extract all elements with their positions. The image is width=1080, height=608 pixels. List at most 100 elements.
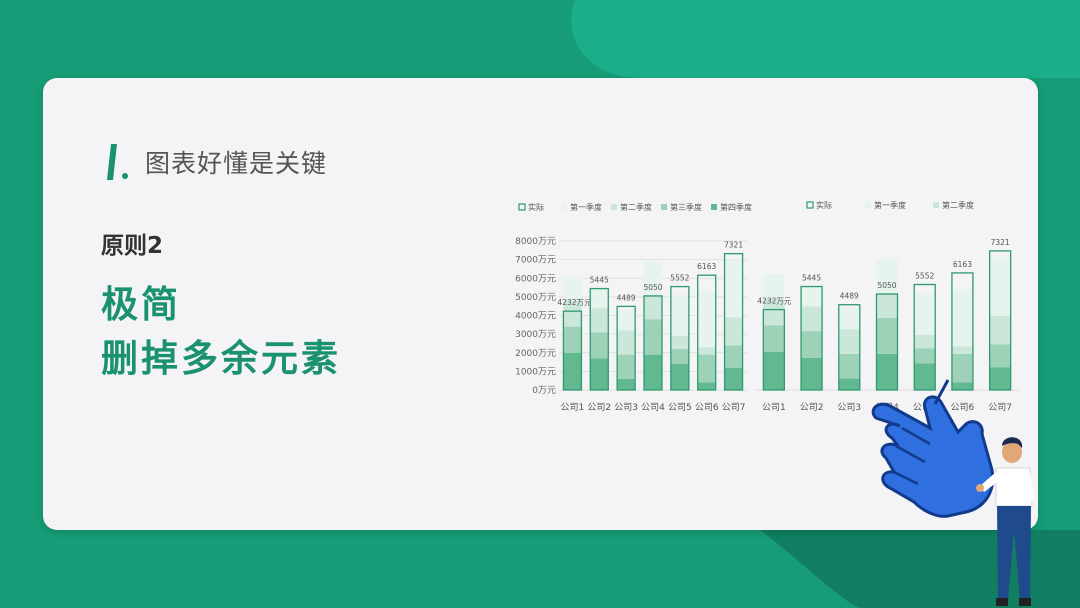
x-tick-label: 公司4	[875, 402, 899, 413]
legend-item: 第二季度	[611, 202, 652, 212]
bar-segment-q3	[914, 348, 936, 364]
bar-actual	[723, 252, 744, 391]
slogan-line-2: 删掉多余元素	[101, 337, 341, 380]
y-tick-label: 4000万元	[515, 312, 556, 322]
data-label: 6163	[697, 262, 716, 271]
x-tick-label: 公司2	[800, 402, 824, 413]
bar-segment-q2	[914, 334, 936, 349]
legend-swatch	[661, 204, 667, 210]
x-tick-label: 公司2	[587, 402, 611, 413]
chart-detailed: 实际 第一季度 第二季度 第三季度 第四季度 0万元 1000万元 2000万元 3000万元 4…	[515, 202, 752, 413]
legend-item: 第一季度	[561, 202, 602, 212]
bar-segment-q4	[838, 378, 860, 390]
bar-segment-q4	[801, 357, 823, 390]
bar-segment-q3	[644, 319, 662, 355]
bar-segment-q1	[951, 289, 973, 347]
legend-swatch	[561, 204, 567, 210]
y-tick-label: 8000万元	[515, 237, 556, 247]
bar-segment-q3	[763, 325, 785, 352]
bar-actual	[838, 304, 861, 391]
legend-label: 第二季度	[942, 200, 974, 210]
bar-segment-q1	[670, 295, 689, 336]
y-tick-label: 1000万元	[515, 367, 556, 377]
bar-segment-q4	[563, 352, 582, 390]
legend-item: 第二季度	[933, 200, 974, 210]
bar-actual	[988, 250, 1012, 391]
legend-label: 实际	[816, 200, 832, 210]
x-tick-label: 公司5	[913, 402, 937, 413]
bar-segment-q2	[838, 329, 860, 354]
x-tick-label: 公司3	[837, 402, 861, 413]
data-label: 4232万元	[557, 298, 592, 307]
bar-segment-q3	[590, 332, 609, 359]
legend-item: 实际	[806, 200, 832, 210]
legend-label: 第一季度	[570, 202, 602, 212]
bar-segment-q3	[801, 331, 823, 358]
data-label: 5445	[802, 274, 821, 283]
x-tick-label: 公司6	[951, 402, 975, 413]
bar-segment-q1	[914, 293, 936, 335]
legend-label: 第四季度	[720, 202, 752, 212]
data-label: 7321	[724, 241, 743, 250]
bar-segment-q4	[914, 363, 936, 390]
y-tick-label: 5000万元	[515, 293, 556, 303]
bar-segment-q1	[989, 257, 1011, 316]
bar-segment-q4	[697, 382, 716, 390]
bar-segment-q3	[951, 353, 973, 383]
bar-actual	[616, 305, 636, 391]
slogan-line-1: 极简	[101, 283, 181, 326]
bar-segment-q1	[801, 285, 823, 307]
bar-segment-q1	[617, 309, 636, 331]
slash-mark-icon	[107, 144, 128, 180]
bar-segment-q3	[617, 354, 636, 379]
bar-segment-q1	[876, 258, 898, 294]
data-label: 5552	[915, 272, 934, 281]
bar-segment-q1	[763, 274, 785, 299]
heading: 图表好懂是关键	[103, 140, 327, 184]
bar-actual	[562, 310, 583, 391]
y-tick-label: 7000万元	[515, 256, 556, 266]
x-tick-label: 公司5	[668, 402, 692, 413]
x-tick-label: 公司1	[762, 402, 786, 413]
bar-segment-q3	[876, 317, 898, 354]
bar-segment-q1	[697, 291, 716, 348]
legend-label: 第二季度	[620, 202, 652, 212]
legend-swatch	[806, 201, 814, 209]
legend-swatch	[611, 204, 617, 210]
bar-segment-q2	[801, 306, 823, 332]
bar-segment-q1	[724, 259, 743, 318]
bar-actual	[697, 274, 717, 391]
bar-segment-q4	[617, 378, 636, 390]
bar-actual	[643, 295, 663, 391]
bar-segment-q2	[724, 317, 743, 346]
bar-actual	[670, 285, 690, 391]
bar-segment-q1	[838, 308, 860, 330]
bar-segment-q2	[763, 298, 785, 326]
x-tick-label: 公司6	[695, 402, 719, 413]
bar-actual	[762, 308, 786, 391]
bar-segment-q1	[644, 261, 662, 296]
bar-segment-q1	[563, 276, 582, 301]
legend-label: 第一季度	[874, 200, 906, 210]
bar-segment-q3	[563, 326, 582, 353]
bar-segment-q2	[563, 300, 582, 327]
bar-actual	[589, 287, 609, 391]
bar-segment-q4	[951, 382, 973, 390]
legend-item: 第一季度	[865, 200, 906, 210]
bar-segment-q2	[670, 335, 689, 350]
y-tick-label: 3000万元	[515, 330, 556, 340]
legend-label: 第三季度	[670, 202, 702, 212]
bar-segment-q2	[876, 293, 898, 318]
legend-swatch	[865, 202, 871, 208]
x-tick-label: 公司7	[722, 402, 746, 413]
principle-label: 原则2	[101, 233, 164, 259]
bar-segment-q4	[670, 363, 689, 390]
bar-segment-q4	[989, 367, 1011, 390]
slogan: 极简 删掉多余元素	[101, 278, 341, 386]
data-label: 5050	[877, 281, 896, 290]
legend-item: 第三季度	[661, 202, 702, 212]
data-label: 4489	[840, 292, 859, 301]
heading-title: 图表好懂是关键	[145, 149, 328, 178]
data-label: 6163	[953, 260, 972, 269]
